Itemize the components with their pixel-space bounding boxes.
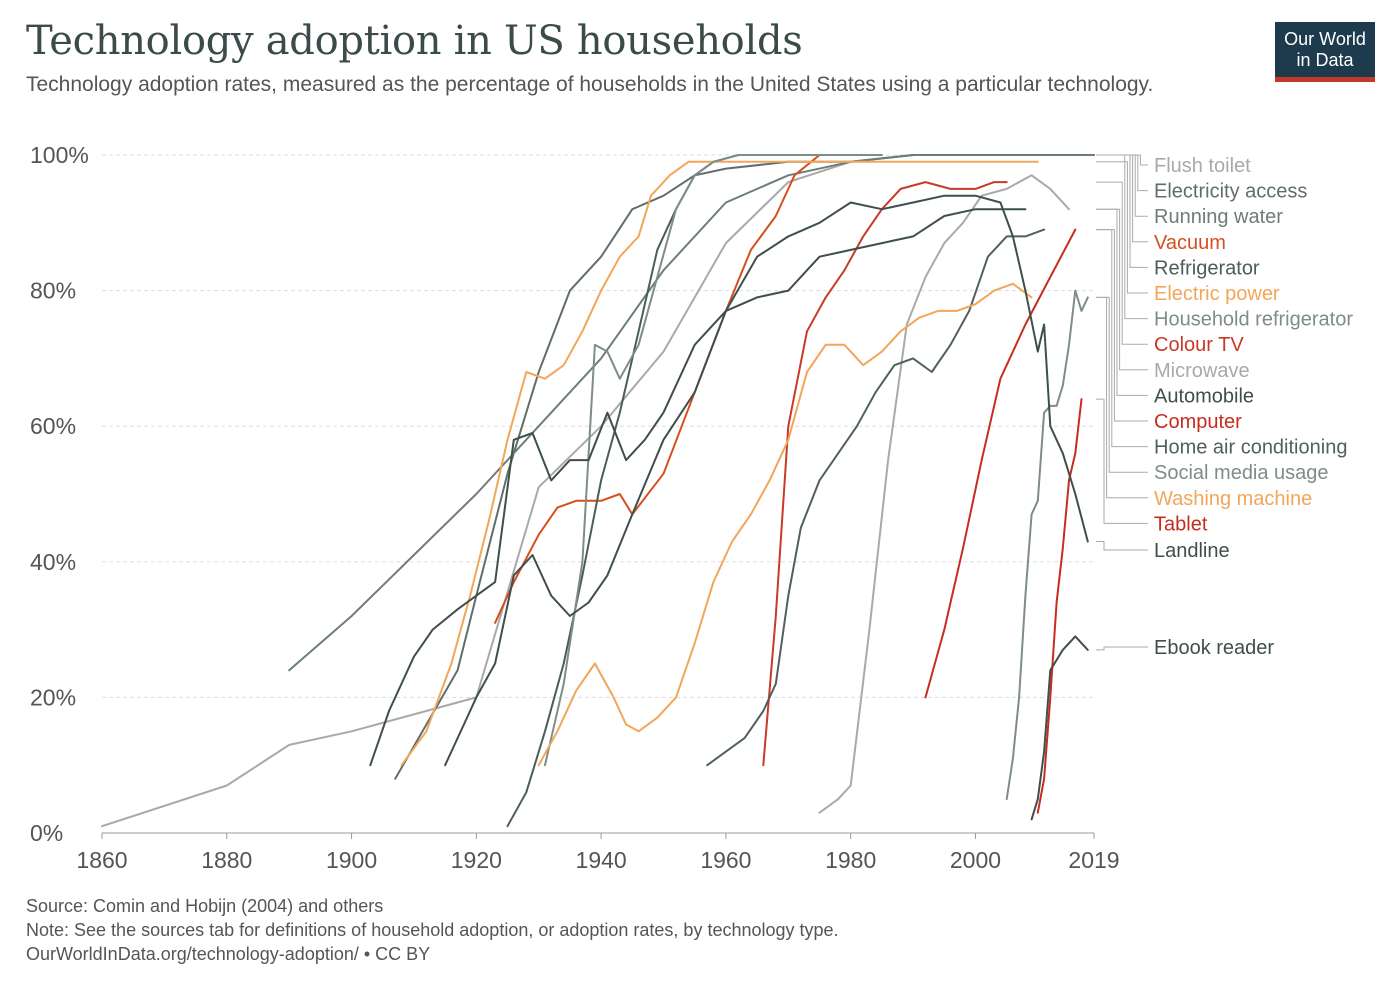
- legend-label-refrigerator: Refrigerator: [1154, 257, 1260, 279]
- legend-label-home-air-conditioning: Home air conditioning: [1154, 437, 1347, 459]
- gridlines: [102, 154, 1094, 698]
- legend-label-flush-toilet: Flush toilet: [1154, 155, 1251, 177]
- series-line-flush-toilet: [101, 154, 1095, 828]
- legend-connector-landline: [1096, 541, 1148, 551]
- legend-label-tablet: Tablet: [1154, 513, 1208, 535]
- source-url[interactable]: OurWorldInData.org/technology-adoption/ …: [26, 944, 431, 964]
- chart-title: Technology adoption in US households: [26, 18, 803, 64]
- legend-connector-automobile: [1096, 208, 1148, 396]
- series-line-social-media-usage: [1005, 289, 1089, 801]
- x-tick-1940: 1940: [576, 847, 627, 873]
- x-tick-1960: 1960: [700, 847, 751, 873]
- series-line-vacuum: [494, 154, 840, 624]
- series-lines: [101, 154, 1095, 828]
- series-line-washing-machine: [537, 282, 1033, 767]
- legend-label-computer: Computer: [1154, 411, 1242, 433]
- legend-label-ebook-reader: Ebook reader: [1154, 637, 1274, 659]
- series-line-landline: [444, 194, 1089, 767]
- legend-label-social-media-usage: Social media usage: [1154, 462, 1329, 484]
- series-line-colour-tv: [762, 181, 1008, 767]
- legend-label-microwave: Microwave: [1154, 360, 1250, 382]
- line-chart: 0%20%40%60%80%100% 1860 1880 1900 1920 1940 1…: [30, 142, 1353, 873]
- y-tick-100: 100%: [30, 142, 89, 168]
- x-tick-1980: 1980: [825, 847, 876, 873]
- logo-line-2: in Data: [1296, 50, 1354, 70]
- series-line-microwave: [818, 174, 1070, 814]
- legend-connector-flush-toilet: [1096, 154, 1148, 166]
- series-line-household-refrigerator: [544, 154, 883, 767]
- legend-label-electric-power: Electric power: [1154, 283, 1280, 305]
- logo-line-1: Our World: [1284, 29, 1366, 49]
- y-tick-0: 0%: [30, 820, 63, 846]
- legend-label-electricity-access: Electricity access: [1154, 181, 1307, 203]
- x-tick-1880: 1880: [201, 847, 252, 873]
- legend-label-colour-tv: Colour TV: [1154, 334, 1244, 356]
- legend-label-landline: Landline: [1154, 540, 1230, 562]
- x-tick-2019: 2019: [1068, 847, 1119, 873]
- legend-connector-tablet: [1096, 398, 1148, 524]
- legend-label-washing-machine: Washing machine: [1154, 488, 1312, 510]
- source-note: Source: Comin and Hobijn (2004) and othe…: [26, 896, 384, 916]
- legend-label-household-refrigerator: Household refrigerator: [1154, 309, 1353, 331]
- y-tick-40: 40%: [30, 549, 76, 575]
- series-line-home-air-conditioning: [706, 228, 1046, 767]
- chart-subtitle: Technology adoption rates, measured as t…: [26, 73, 1154, 96]
- series-line-computer: [924, 228, 1077, 699]
- series-line-tablet: [1036, 398, 1083, 814]
- y-tick-60: 60%: [30, 413, 76, 439]
- series-line-electric-power: [400, 160, 1039, 767]
- legend: Flush toilet Electricity access Running wa…: [1154, 155, 1353, 659]
- legend-label-vacuum: Vacuum: [1154, 232, 1226, 254]
- x-tick-2000: 2000: [950, 847, 1001, 873]
- series-line-automobile: [369, 208, 1027, 767]
- legend-label-running-water: Running water: [1154, 206, 1283, 228]
- legend-connectors: [1096, 154, 1148, 651]
- x-tick-1900: 1900: [326, 847, 377, 873]
- legend-connector-electric-power: [1096, 161, 1148, 294]
- legend-connector-household-refrigerator: [1096, 154, 1148, 320]
- x-tick-1920: 1920: [451, 847, 502, 873]
- y-tick-20: 20%: [30, 684, 76, 710]
- owid-logo[interactable]: Our World in Data: [1275, 22, 1375, 82]
- definition-note: Note: See the sources tab for definition…: [26, 920, 839, 940]
- x-axis: 1860 1880 1900 1920 1940 1960 1980 2000 2019: [76, 832, 1120, 873]
- legend-connector-ebook-reader: [1096, 646, 1148, 651]
- legend-connector-colour-tv: [1096, 181, 1148, 345]
- legend-connector-washing-machine: [1096, 296, 1148, 499]
- y-axis: 0% 20% 40% 60% 80% 100%: [30, 142, 89, 846]
- series-line-ebook-reader: [1030, 635, 1089, 821]
- legend-label-automobile: Automobile: [1154, 385, 1254, 407]
- legend-connector-home-air-conditioning: [1096, 229, 1148, 448]
- y-tick-80: 80%: [30, 278, 76, 304]
- x-tick-1860: 1860: [76, 847, 127, 873]
- series-line-running-water: [288, 154, 1095, 672]
- chart-footer: Source: Comin and Hobijn (2004) and othe…: [26, 894, 839, 966]
